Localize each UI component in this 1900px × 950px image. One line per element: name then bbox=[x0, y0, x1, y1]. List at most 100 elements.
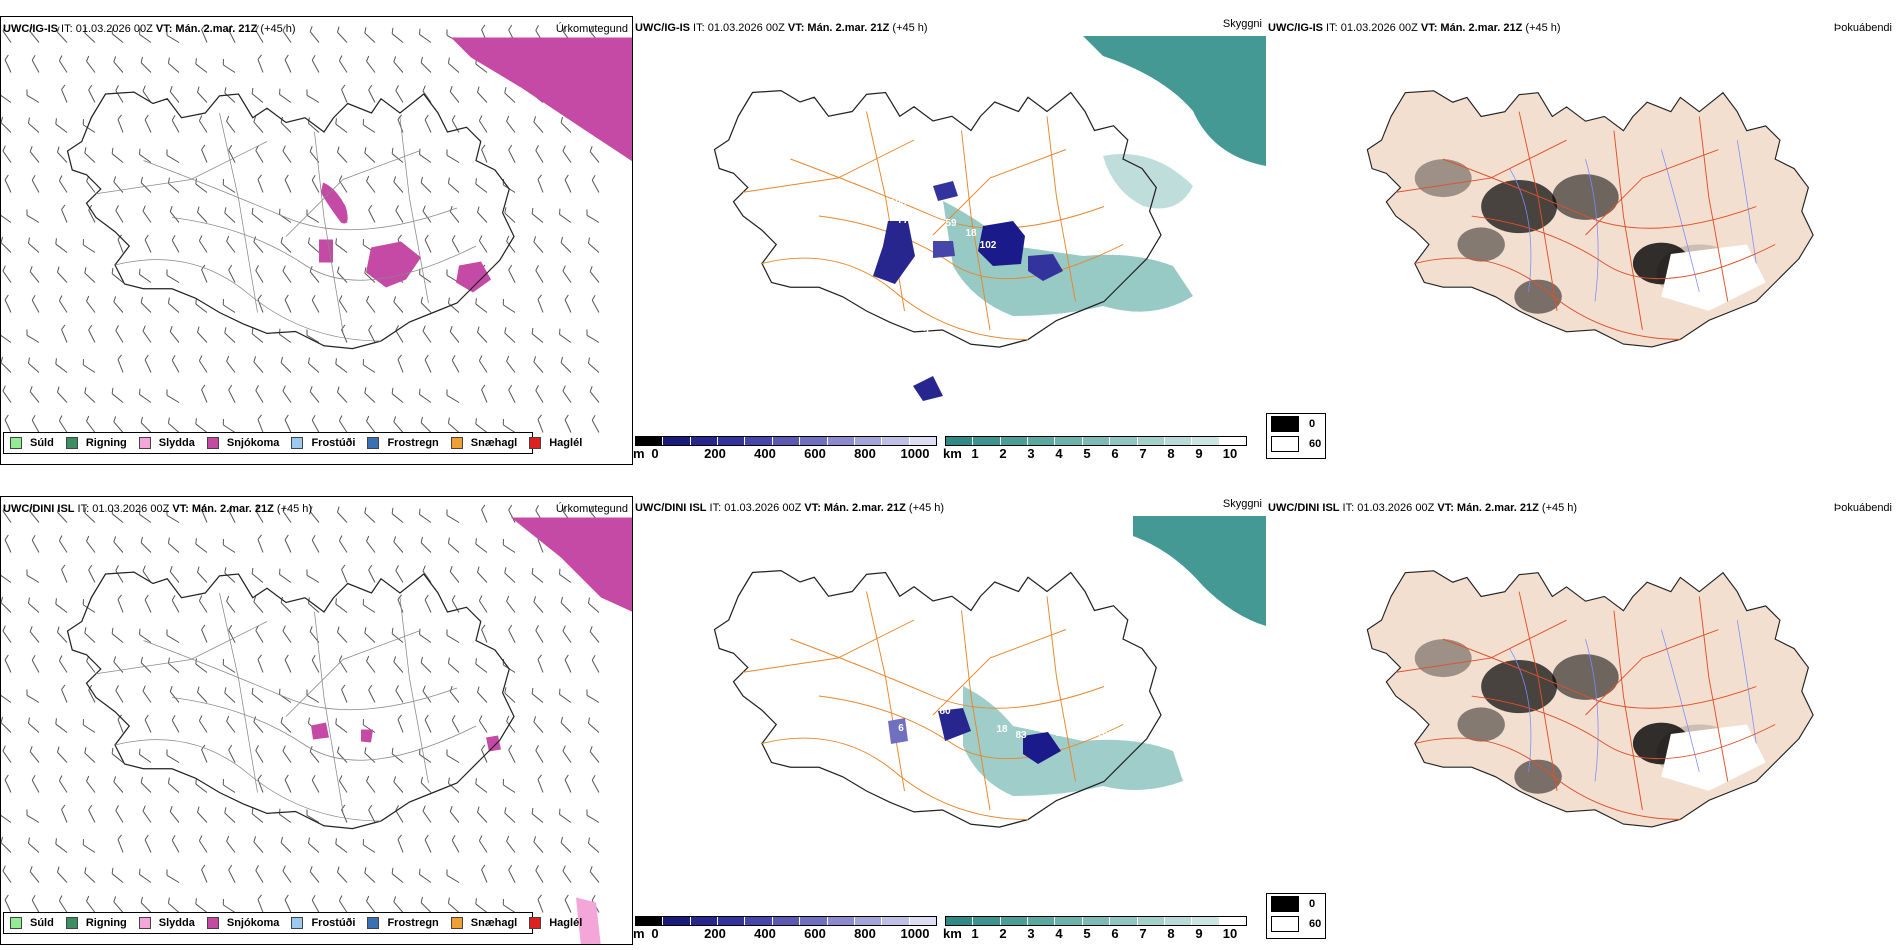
wind-barb bbox=[201, 504, 208, 523]
wind-barb bbox=[564, 774, 572, 793]
colorbar-swatch bbox=[1055, 917, 1083, 925]
legend-swatch bbox=[206, 917, 219, 929]
wind-barb bbox=[478, 715, 488, 733]
wind-barb bbox=[420, 536, 432, 553]
colorbar-swatch bbox=[772, 917, 801, 925]
low-ceiling-3 bbox=[888, 718, 908, 744]
colorbar-tick: 8 bbox=[1167, 926, 1175, 941]
legend-label: Haglél bbox=[549, 437, 583, 449]
wind-barb bbox=[449, 205, 460, 223]
wind-barb bbox=[419, 28, 432, 43]
wind-barb bbox=[284, 294, 292, 313]
wind-barb bbox=[31, 174, 40, 193]
fog-panel-row2: UWC/DINI ISL IT: 01.03.2026 00Z VT: Mán.… bbox=[1266, 496, 1900, 946]
wind-barb bbox=[2, 145, 12, 163]
fog-blob bbox=[1414, 639, 1472, 678]
colorbar-swatch bbox=[1164, 917, 1193, 925]
road bbox=[790, 158, 1105, 229]
colorbar-swatch bbox=[1082, 437, 1111, 445]
wind-barb bbox=[535, 145, 544, 163]
wind-barb bbox=[82, 119, 96, 133]
colorbar-swatch bbox=[636, 917, 664, 925]
wind-barb bbox=[58, 415, 68, 433]
ceiling-label: 87 bbox=[872, 236, 884, 247]
wind-barb bbox=[478, 595, 488, 613]
wind-barb bbox=[61, 804, 68, 823]
ceiling-label: 80 bbox=[939, 706, 951, 717]
wind-barb bbox=[446, 509, 460, 523]
colorbar-swatch bbox=[718, 917, 746, 925]
wind-barb bbox=[115, 205, 124, 223]
wind-barb bbox=[167, 297, 180, 313]
colorbar-tick: 5 bbox=[1083, 446, 1091, 461]
wind-barb bbox=[362, 839, 376, 853]
wind-barb bbox=[82, 599, 96, 613]
legend-swatch bbox=[138, 437, 151, 449]
wind-barb bbox=[559, 808, 572, 823]
wind-barb bbox=[113, 776, 124, 793]
wind-barb bbox=[139, 148, 152, 163]
wind-barb bbox=[31, 294, 40, 313]
visibility-colorbar: km 1 2 3 4 5 6 7 8 9 10 bbox=[943, 436, 1247, 461]
wind-barb bbox=[589, 385, 600, 403]
wind-barb bbox=[533, 116, 544, 133]
wind-barb bbox=[201, 384, 208, 403]
ceiling-label: 6 bbox=[898, 723, 904, 734]
wind-barb bbox=[2, 385, 12, 403]
wind-barb bbox=[424, 594, 432, 613]
wind-barb bbox=[535, 265, 544, 283]
wind-barb bbox=[451, 714, 460, 733]
wind-barb bbox=[531, 687, 544, 703]
wind-barb bbox=[228, 24, 236, 43]
legend-item: Súld bbox=[10, 917, 54, 929]
wind-barb bbox=[224, 807, 236, 823]
legend-label: Snjókoma bbox=[226, 917, 280, 929]
wind-barb bbox=[280, 236, 292, 253]
wind-barb bbox=[366, 535, 376, 553]
wind-barb bbox=[336, 26, 348, 43]
wind-barb bbox=[284, 774, 292, 793]
wind-barb bbox=[591, 654, 600, 673]
wind-barb bbox=[196, 806, 208, 823]
road bbox=[314, 611, 344, 812]
wind-barb bbox=[587, 237, 600, 253]
panel-header: UWC/IG-IS IT: 01.03.2026 00Z VT: Mán. 2.… bbox=[1268, 22, 1561, 34]
wind-barb bbox=[395, 565, 404, 583]
fog-legend-swatch bbox=[1271, 416, 1299, 432]
wind-barb bbox=[171, 234, 180, 253]
wind-barb bbox=[144, 234, 152, 253]
wind-barb bbox=[139, 748, 152, 763]
wind-barb bbox=[311, 534, 320, 553]
wind-barb bbox=[451, 354, 460, 373]
wind-barb bbox=[562, 625, 572, 643]
wind-barb bbox=[31, 54, 40, 73]
road bbox=[219, 592, 258, 793]
wind-barb bbox=[169, 325, 180, 343]
wind-barb bbox=[531, 207, 544, 223]
legend-item: Frostregn bbox=[367, 917, 439, 929]
wind-barb bbox=[424, 834, 432, 853]
wind-barb bbox=[391, 387, 404, 403]
road-network bbox=[95, 112, 477, 342]
legend-item: Slydda bbox=[138, 917, 195, 929]
wind-barb bbox=[82, 839, 96, 853]
road bbox=[1585, 149, 1719, 236]
colorbar-tick: 10 bbox=[1222, 446, 1238, 461]
wind-barb bbox=[1, 814, 12, 823]
legend-item: Rigning bbox=[65, 917, 127, 929]
wind-barb bbox=[506, 115, 516, 133]
wind-barb bbox=[391, 627, 404, 643]
wind-barb bbox=[140, 56, 152, 73]
fog-legend: 0 60 bbox=[1266, 413, 1326, 459]
precip-type-panel-row1: UWC/IG-IS IT: 01.03.2026 00Z VT: Mán. 2.… bbox=[0, 16, 633, 465]
colorbar-swatch bbox=[1028, 437, 1056, 445]
wind-barb bbox=[476, 326, 488, 343]
legend-label: Snæhagl bbox=[470, 917, 518, 929]
ceiling-label: 108 bbox=[890, 198, 907, 209]
legend-item: Snæhagl bbox=[450, 917, 518, 929]
wind-barb bbox=[1, 836, 12, 853]
wind-barb bbox=[26, 809, 40, 823]
wind-barb bbox=[336, 506, 348, 523]
wind-barb bbox=[196, 326, 208, 343]
